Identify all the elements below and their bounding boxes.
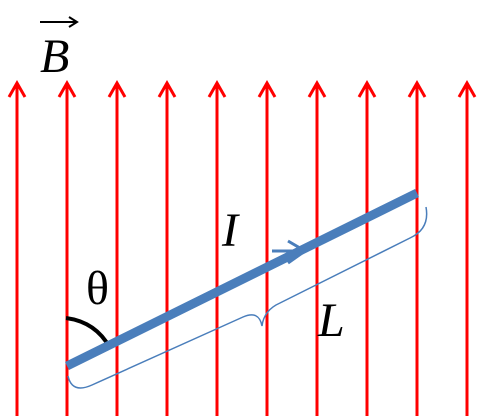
field-line <box>107 79 127 416</box>
field-label: B <box>40 30 69 83</box>
field-line <box>157 79 177 416</box>
angle-label: θ <box>86 262 109 315</box>
field-line <box>457 79 477 416</box>
field-line <box>257 79 277 416</box>
field-line <box>357 79 377 416</box>
field-line <box>57 79 77 416</box>
length-label: L <box>317 294 345 347</box>
field-line <box>407 79 427 416</box>
current-label: I <box>221 204 240 257</box>
field-line <box>307 79 327 416</box>
field-line <box>7 79 27 416</box>
length-brace <box>67 206 428 389</box>
vector-arrow <box>40 16 79 28</box>
field-line <box>207 79 227 416</box>
wire <box>65 188 419 371</box>
field-lines <box>7 79 477 416</box>
current-arrow <box>272 239 308 265</box>
